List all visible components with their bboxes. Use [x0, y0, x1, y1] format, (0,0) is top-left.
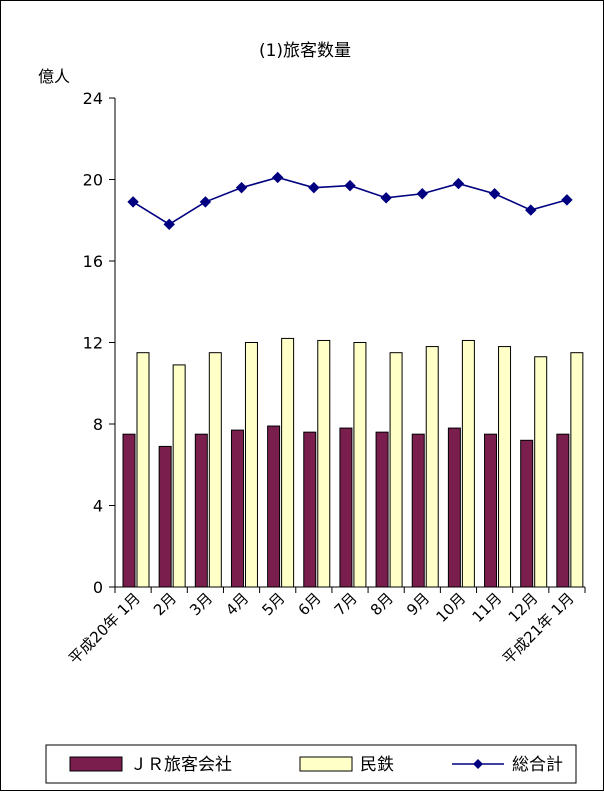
bar-private-13 — [570, 352, 584, 588]
bar-jr-6 — [303, 431, 317, 588]
line-marker-4 — [235, 181, 248, 194]
legend-label-1: ＪＲ旅客会社 — [130, 755, 232, 775]
y-tick-label: 16 — [83, 252, 103, 271]
bar-private-8 — [389, 352, 403, 588]
bar-private-1 — [136, 352, 150, 588]
bar-jr-9 — [411, 433, 425, 588]
bar-jr-3 — [194, 433, 208, 588]
line-marker-6 — [308, 181, 320, 194]
bar-private-4 — [244, 342, 258, 588]
legend-label-2: 民鉄 — [360, 755, 394, 775]
y-tick-label: 20 — [83, 171, 103, 190]
bar-private-3 — [208, 352, 222, 588]
line-marker-1 — [127, 196, 139, 208]
bar-layer — [122, 337, 584, 588]
bar-jr-8 — [375, 431, 389, 588]
bar-jr-5 — [267, 425, 281, 588]
bar-private-5 — [281, 337, 295, 588]
line-marker-11 — [488, 188, 501, 200]
line-layer — [127, 171, 573, 231]
line-marker-9 — [416, 188, 429, 200]
line-marker-8 — [380, 192, 392, 204]
line-marker-13 — [561, 194, 573, 206]
y-tick-label: 0 — [93, 578, 103, 597]
bar-jr-10 — [447, 427, 461, 588]
legend-swatch-1 — [69, 756, 123, 772]
line-marker-12 — [525, 204, 537, 216]
chart-title: (1)旅客数量 — [259, 41, 351, 61]
line-marker-3 — [199, 196, 212, 208]
bar-jr-13 — [556, 433, 570, 588]
y-tick-label: 12 — [83, 334, 103, 353]
bar-private-6 — [317, 339, 331, 588]
bar-jr-1 — [122, 433, 136, 588]
legend-marker — [473, 759, 483, 769]
bar-private-11 — [498, 346, 512, 588]
bar-jr-11 — [484, 433, 498, 588]
y-axis-label: 億人 — [38, 67, 70, 86]
bar-private-10 — [461, 339, 475, 588]
bar-private-12 — [534, 356, 548, 588]
y-tick-label: 8 — [93, 415, 103, 434]
bar-jr-12 — [520, 439, 534, 588]
legend-label-3: 総合計 — [512, 755, 563, 775]
legend-swatch-2 — [299, 756, 353, 772]
bar-private-2 — [172, 364, 186, 588]
y-tick-label: 24 — [83, 89, 103, 108]
line-marker-7 — [344, 179, 356, 192]
line-marker-10 — [452, 177, 465, 190]
bar-private-9 — [425, 346, 439, 588]
bar-jr-4 — [230, 429, 244, 588]
line-marker-5 — [271, 171, 284, 184]
bar-private-7 — [353, 342, 367, 588]
legend: ＪＲ旅客会社 民鉄 総合計 — [45, 744, 577, 784]
bar-jr-7 — [339, 427, 353, 588]
y-tick-label: 4 — [93, 497, 103, 516]
line-marker-2 — [163, 218, 175, 231]
bar-jr-2 — [158, 445, 172, 588]
y-axis: 0 4 8 12 16 20 24 — [83, 89, 116, 597]
